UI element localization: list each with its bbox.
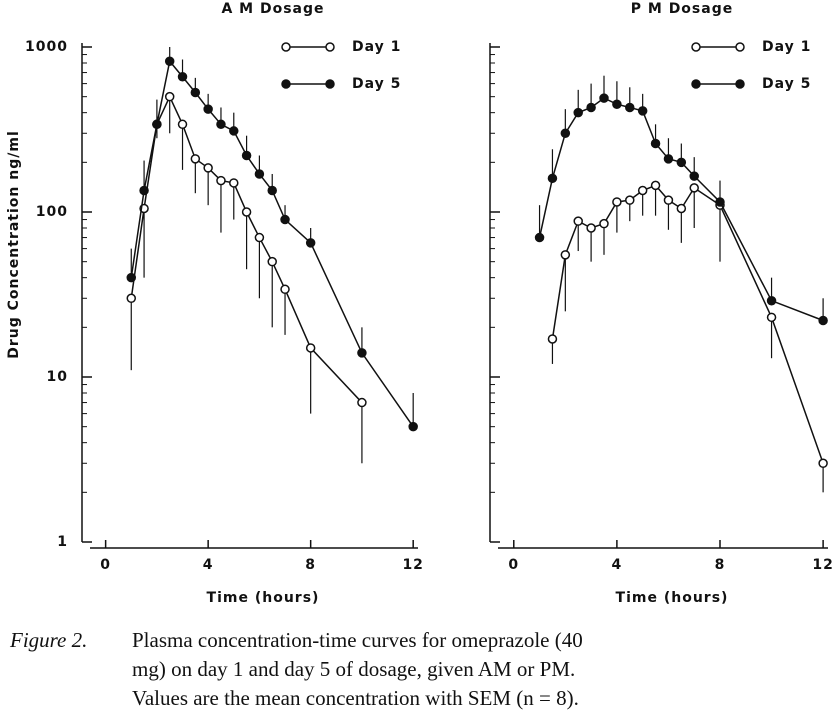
data-point: [126, 272, 137, 283]
data-point: [586, 102, 596, 113]
data-point: [573, 216, 583, 226]
legend-marker: [281, 42, 291, 52]
y-tick-label: 1: [57, 534, 68, 550]
legend-marker: [691, 42, 701, 52]
data-point: [267, 256, 277, 267]
x-tick-label: 4: [612, 557, 623, 573]
data-point: [625, 102, 635, 113]
legend-label: Day 5: [352, 76, 401, 92]
data-point: [229, 178, 239, 188]
data-point: [766, 312, 777, 323]
data-point: [560, 250, 571, 260]
data-point: [254, 169, 265, 179]
data-point: [547, 173, 558, 184]
data-point: [280, 284, 290, 295]
data-point: [126, 293, 137, 304]
data-point: [650, 138, 661, 149]
y-axis-label: Drug Concentration ng/ml: [6, 130, 22, 359]
x-tick-label: 0: [100, 557, 111, 573]
y-tick-label: 1000: [25, 39, 68, 55]
data-point: [818, 315, 828, 326]
x-tick-label: 12: [402, 557, 423, 573]
data-point: [164, 56, 175, 66]
data-point: [305, 238, 316, 248]
data-point: [599, 218, 609, 229]
data-point: [689, 183, 699, 193]
data-point: [241, 207, 252, 217]
legend-marker: [281, 79, 291, 89]
data-point: [280, 214, 290, 225]
caption-label: Figure 2.: [10, 628, 88, 652]
data-point: [650, 180, 661, 191]
data-point: [818, 458, 828, 469]
data-point: [408, 421, 418, 432]
data-point: [573, 107, 583, 118]
data-point: [676, 203, 687, 214]
x-tick-label: 4: [203, 557, 214, 573]
data-point: [357, 348, 367, 358]
y-tick-label: 100: [36, 204, 68, 220]
x-tick-label: 0: [508, 557, 519, 573]
data-point: [254, 232, 265, 243]
data-point: [612, 99, 622, 109]
x-tick-label: 12: [812, 557, 833, 573]
data-point: [637, 106, 648, 116]
data-point: [599, 93, 609, 103]
series-line: [130, 59, 414, 428]
data-point: [177, 119, 188, 130]
x-axis-label: Time (hours): [616, 590, 729, 606]
caption: Figure 2. Plasma concentration-time curve…: [10, 626, 583, 713]
data-point: [241, 150, 252, 161]
data-point: [203, 104, 213, 114]
data-point: [216, 119, 226, 130]
data-point: [357, 397, 367, 408]
data-point: [534, 232, 545, 243]
data-point: [560, 128, 571, 139]
legend-marker: [325, 42, 335, 52]
data-point: [139, 185, 149, 196]
data-point: [766, 295, 777, 306]
data-point: [637, 185, 648, 196]
series-line: [538, 97, 824, 322]
data-point: [689, 171, 699, 181]
legend-label: Day 1: [762, 39, 811, 55]
data-point: [663, 195, 674, 205]
x-tick-label: 8: [715, 557, 726, 573]
legend-marker: [735, 42, 745, 52]
data-point: [190, 154, 201, 164]
data-point: [676, 157, 687, 168]
data-point: [663, 154, 674, 164]
data-point: [625, 195, 635, 205]
chart-title: A M Dosage: [221, 1, 324, 17]
legend-marker: [325, 79, 335, 89]
data-point: [177, 72, 188, 82]
x-axis-label: Time (hours): [207, 590, 320, 606]
data-point: [164, 91, 175, 102]
data-point: [152, 119, 162, 130]
data-point: [715, 197, 725, 207]
caption-line: Figure 2. Plasma concentration-time curve…: [10, 626, 583, 655]
chart-title: P M Dosage: [631, 1, 733, 17]
caption-line: mg) on day 1 and day 5 of dosage, given …: [132, 657, 576, 681]
data-point: [203, 163, 213, 173]
data-point: [586, 223, 596, 233]
data-point: [229, 126, 239, 136]
legend-marker: [691, 79, 701, 89]
data-point: [190, 87, 201, 98]
x-tick-label: 8: [305, 557, 316, 573]
data-point: [216, 175, 226, 186]
figure: A M Dosage 1 10 100 1000 0 4 8 12 Time (hours) Dru…: [6, 1, 833, 606]
y-tick-label: 10: [47, 369, 68, 385]
legend-label: Day 5: [762, 76, 811, 92]
data-point: [305, 343, 316, 353]
caption-line: Values are the mean concentration with S…: [132, 686, 579, 710]
data-point: [547, 334, 558, 344]
data-point: [612, 197, 622, 207]
legend-label: Day 1: [352, 39, 401, 55]
data-point: [267, 185, 277, 196]
legend-marker: [735, 79, 745, 89]
caption-text: Plasma concentration-time curves for ome…: [132, 628, 583, 652]
